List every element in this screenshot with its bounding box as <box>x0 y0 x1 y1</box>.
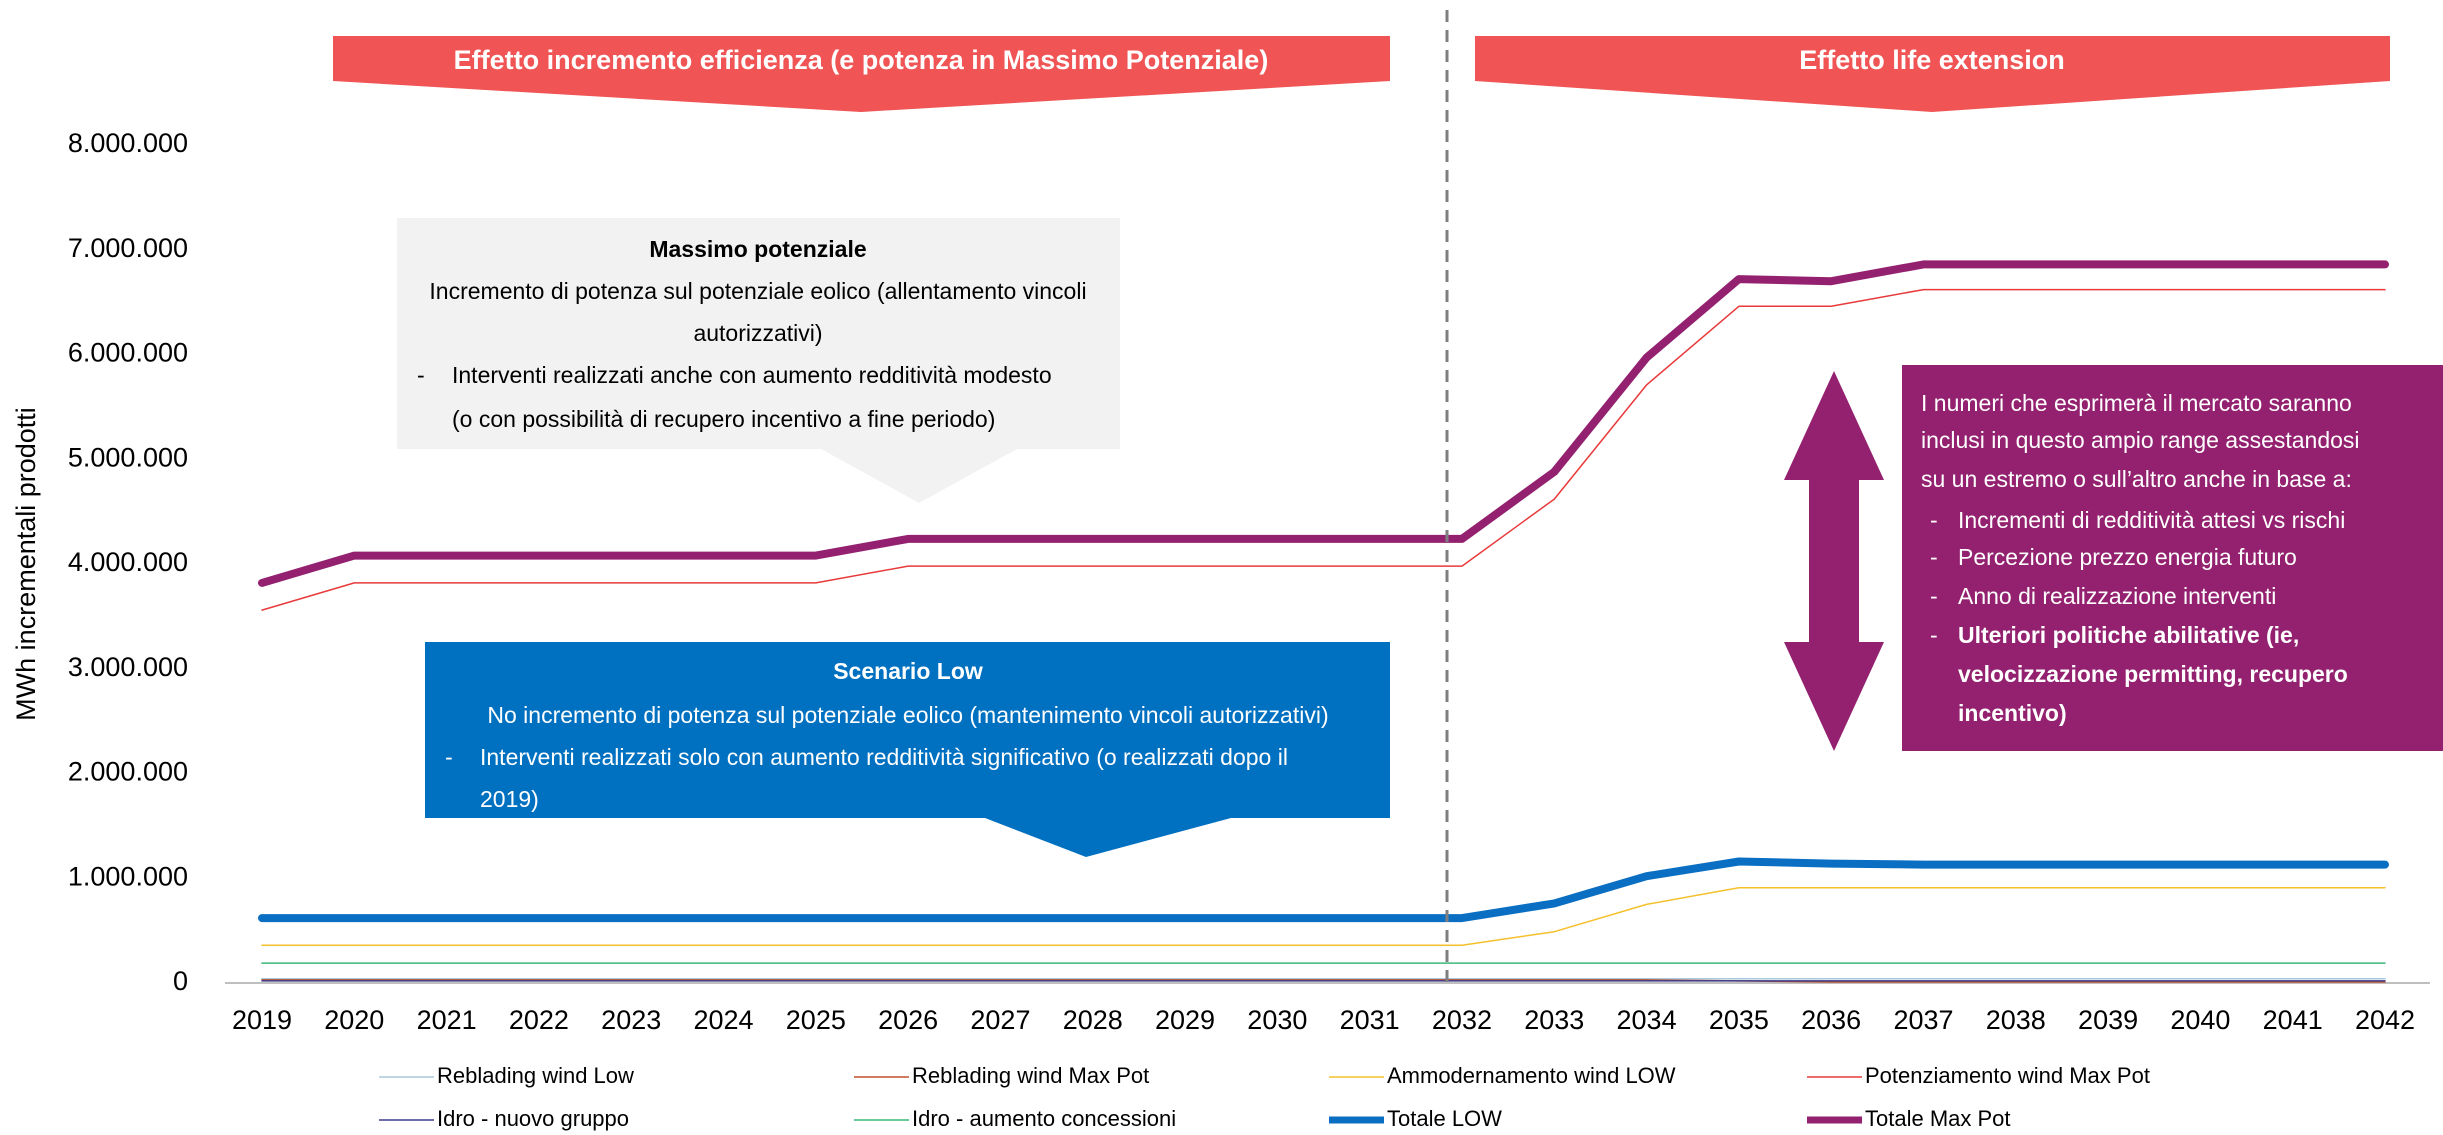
box-text: velocizzazione permitting, recupero <box>1958 661 2348 687</box>
legend-label: Reblading wind Max Pot <box>912 1063 1149 1088</box>
x-tick-label: 2026 <box>878 1005 938 1035</box>
box-text: No incremento di potenza sul potenziale … <box>487 702 1328 728</box>
x-tick-label: 2032 <box>1432 1005 1492 1035</box>
x-tick-label: 2028 <box>1063 1005 1123 1035</box>
x-tick-label: 2019 <box>232 1005 292 1035</box>
box-right <box>1902 365 2443 751</box>
y-tick-label: 8.000.000 <box>68 128 188 158</box>
x-tick-label: 2030 <box>1247 1005 1307 1035</box>
x-tick-label: 2033 <box>1524 1005 1584 1035</box>
box-text: Anno di realizzazione interventi <box>1958 583 2276 609</box>
legend-label: Potenziamento wind Max Pot <box>1865 1063 2150 1088</box>
box-text: Interventi realizzati solo con aumento r… <box>480 744 1288 770</box>
x-tick-label: 2023 <box>601 1005 661 1035</box>
box-text: 2019) <box>480 786 539 812</box>
legend-label: Reblading wind Low <box>437 1063 634 1088</box>
y-axis-title: MWh incrementali prodotti <box>11 407 41 721</box>
box-text: (o con possibilità di recupero incentivo… <box>452 406 995 432</box>
x-tick-label: 2025 <box>786 1005 846 1035</box>
box-low <box>425 642 1390 857</box>
x-tick-label: 2022 <box>509 1005 569 1035</box>
series-line <box>261 979 2386 983</box>
bullet-marker: - <box>1930 544 1938 570</box>
box-text: Incremento di potenza sul potenziale eol… <box>429 278 1086 304</box>
y-tick-label: 5.000.000 <box>68 442 188 472</box>
y-tick-label: 3.000.000 <box>68 652 188 682</box>
x-tick-label: 2036 <box>1801 1005 1861 1035</box>
series-line <box>261 288 2386 611</box>
y-tick-label: 6.000.000 <box>68 338 188 368</box>
bullet-marker: - <box>1930 583 1938 609</box>
x-tick-label: 2027 <box>970 1005 1030 1035</box>
x-tick-label: 2021 <box>417 1005 477 1035</box>
y-tick-label: 1.000.000 <box>68 861 188 891</box>
x-tick-label: 2034 <box>1617 1005 1677 1035</box>
box-text: Interventi realizzati anche con aumento … <box>452 362 1052 388</box>
series-line <box>258 260 2389 587</box>
box-text: incentivo) <box>1958 700 2067 726</box>
x-tick-label: 2042 <box>2355 1005 2415 1035</box>
box-text: su un estremo o sull’altro anche in base… <box>1921 466 2352 492</box>
y-tick-label: 7.000.000 <box>68 233 188 263</box>
box-text: Incrementi di redditività attesi vs risc… <box>1958 507 2345 533</box>
x-tick-label: 2020 <box>324 1005 384 1035</box>
box-text: I numeri che esprimerà il mercato sarann… <box>1921 390 2352 416</box>
series-line <box>261 886 2386 947</box>
y-tick-label: 4.000.000 <box>68 547 188 577</box>
series-line <box>258 857 2389 923</box>
x-tick-label: 2039 <box>2078 1005 2138 1035</box>
x-tick-label: 2037 <box>1893 1005 1953 1035</box>
y-tick-label: 0 <box>173 966 188 996</box>
box-text: inclusi in questo ampio range assestando… <box>1921 427 2360 453</box>
box-title: Scenario Low <box>833 658 983 684</box>
banner-right <box>1475 36 2390 112</box>
box-text: autorizzativi) <box>693 320 822 346</box>
y-tick-label: 2.000.000 <box>68 757 188 787</box>
legend-label: Totale Max Pot <box>1865 1106 2011 1131</box>
x-tick-label: 2029 <box>1155 1005 1215 1035</box>
x-tick-label: 2031 <box>1340 1005 1400 1035</box>
bullet-marker: - <box>1930 507 1938 533</box>
box-max <box>397 218 1120 503</box>
plot-area: MWh incrementali prodotti 0 1.000.000 2.000… <box>11 128 2430 1035</box>
box-text: Percezione prezzo energia futuro <box>1958 544 2297 570</box>
x-tick-label: 2040 <box>2170 1005 2230 1035</box>
legend-label: Idro - aumento concessioni <box>912 1106 1176 1131</box>
bullet-marker: - <box>1930 622 1938 648</box>
legend-label: Idro - nuovo gruppo <box>437 1106 629 1131</box>
box-right-text: I numeri che esprimerà il mercato sarann… <box>1921 390 2360 726</box>
box-title: Massimo potenziale <box>649 236 866 262</box>
box-text: Ulteriori politiche abilitative (ie, <box>1958 622 2299 648</box>
x-tick-label: 2038 <box>1986 1005 2046 1035</box>
x-tick-label: 2041 <box>2263 1005 2323 1035</box>
x-tick-label: 2035 <box>1709 1005 1769 1035</box>
x-tick-label: 2024 <box>693 1005 753 1035</box>
banner-left <box>333 36 1390 112</box>
bullet-marker: - <box>417 362 425 388</box>
range-arrow <box>1784 371 1884 751</box>
banner-right-text: Effetto life extension <box>1799 45 2065 75</box>
legend-label: Ammodernamento wind LOW <box>1387 1063 1676 1088</box>
banner-left-text: Effetto incremento efficienza (e potenza… <box>454 45 1269 75</box>
legend-label: Totale LOW <box>1387 1106 1502 1131</box>
bullet-marker: - <box>445 744 453 770</box>
